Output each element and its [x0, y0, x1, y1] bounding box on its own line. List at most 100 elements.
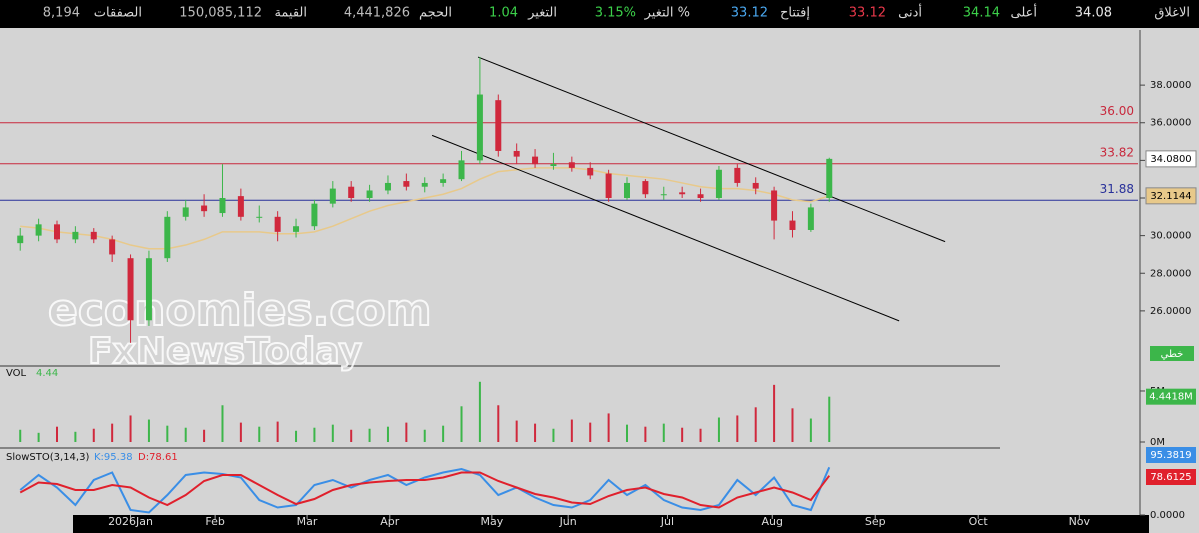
- stochastic-tag: [1146, 447, 1196, 463]
- volume-bar: [92, 428, 95, 442]
- candle-body: [421, 182, 428, 187]
- candle-body: [366, 190, 373, 198]
- volume-bar: [570, 419, 573, 442]
- volume-bar: [552, 428, 555, 442]
- candle-body: [182, 207, 189, 217]
- y-tick-label: 26.0000: [1150, 306, 1191, 317]
- stat-label: التغير: [527, 6, 557, 21]
- price-tag: [1145, 187, 1197, 205]
- volume-bar: [681, 427, 684, 442]
- line-tag: [1150, 346, 1194, 361]
- volume-bar: [74, 431, 77, 442]
- volume-bar: [184, 427, 187, 442]
- panel-title: SlowSTO(3,14,3): [6, 452, 89, 463]
- stat-value: 34.14: [963, 6, 1000, 21]
- volume-bar: [460, 406, 463, 442]
- volume-bar: [331, 424, 334, 442]
- y-tick-label: 36.0000: [1150, 118, 1191, 129]
- stochastic-line: [19, 471, 831, 509]
- stat-value: 34.08: [1075, 6, 1112, 21]
- stat-value: 4,441,826: [344, 6, 410, 21]
- candle-body: [72, 231, 79, 240]
- volume-bar: [423, 429, 426, 442]
- x-tick-label: Jul: [660, 515, 674, 528]
- candle-body: [752, 182, 759, 189]
- candle-body: [127, 258, 134, 321]
- candle-body: [274, 216, 281, 232]
- stochastic-tag: [1146, 469, 1196, 485]
- volume-bar: [258, 426, 261, 442]
- price-tag: [1145, 150, 1197, 168]
- trendline: [477, 56, 946, 243]
- volume-bar: [699, 428, 702, 442]
- volume-bar: [809, 418, 812, 442]
- candle-body: [458, 160, 465, 180]
- volume-bar: [166, 425, 169, 442]
- volume-bar: [515, 420, 518, 442]
- stat-label: التغير %: [644, 6, 690, 21]
- volume-bar: [442, 425, 445, 442]
- volume-bar: [626, 424, 628, 442]
- x-axis-bar: [73, 515, 1149, 533]
- volume-bar: [386, 426, 389, 442]
- candle-body: [789, 220, 796, 230]
- level-label: 36.00: [1100, 104, 1134, 118]
- volume-bar: [295, 430, 298, 442]
- x-tick-label: Apr: [380, 515, 400, 528]
- y-tick-label: 0M: [1150, 437, 1165, 448]
- y-tick-label: 38.0000: [1150, 80, 1191, 91]
- candle-body: [440, 179, 447, 183]
- candle-body: [642, 181, 649, 195]
- stochastic-tag-label: 78.6125: [1150, 472, 1191, 483]
- candle-body: [587, 167, 594, 176]
- volume-bar: [717, 417, 720, 442]
- stat-value: 3.15%: [595, 6, 636, 21]
- volume-bar: [56, 426, 58, 442]
- candle-body: [348, 186, 355, 198]
- stat-value: 33.12: [849, 6, 886, 21]
- candle-body: [679, 192, 686, 195]
- candle-body: [605, 173, 612, 198]
- volume-bar: [350, 429, 353, 442]
- volume-bar: [37, 432, 40, 442]
- volume-bar: [662, 423, 665, 442]
- panel-title: VOL: [6, 368, 27, 379]
- candle-body: [624, 182, 630, 198]
- stat-label: أدنى: [898, 4, 922, 21]
- stat-value: 1.04: [489, 6, 518, 21]
- line-tag-label: خطي: [1161, 349, 1184, 360]
- stat-label: الحجم: [419, 6, 452, 21]
- candle-body: [734, 167, 741, 183]
- candle-body: [293, 226, 300, 232]
- x-tick-label: Feb: [205, 515, 224, 528]
- candle-body: [513, 150, 520, 157]
- x-tick-label: Nov: [1069, 515, 1091, 528]
- level-label: 33.82: [1100, 145, 1134, 159]
- panel-value: 4.44: [36, 368, 58, 379]
- stochastic-tag-label: 95.3819: [1150, 450, 1191, 461]
- header-bar: [0, 0, 1199, 28]
- candle-body: [90, 231, 97, 240]
- volume-bar: [313, 427, 316, 442]
- candle-body: [145, 258, 152, 321]
- candle-body: [826, 158, 833, 198]
- stat-label: أعلى: [1010, 4, 1037, 21]
- candle-body: [807, 207, 814, 230]
- volume-bar: [221, 405, 224, 442]
- candle-body: [35, 224, 42, 236]
- stat-value: 33.12: [731, 6, 768, 21]
- stat-label: إفتتاح: [780, 6, 810, 21]
- x-tick-label: Oct: [969, 515, 989, 528]
- x-tick-label: 2026Jan: [108, 515, 153, 528]
- y-tick-label: 28.0000: [1150, 268, 1191, 279]
- candle-body: [660, 194, 667, 196]
- y-tick-label: 30.0000: [1150, 231, 1191, 242]
- candle-body: [164, 216, 171, 259]
- volume-tag: [1146, 388, 1196, 405]
- stat-label: الاغلاق: [1154, 6, 1190, 21]
- stat-value: 150,085,112: [179, 6, 262, 21]
- candle-body: [329, 188, 336, 204]
- volume-bar: [147, 419, 150, 442]
